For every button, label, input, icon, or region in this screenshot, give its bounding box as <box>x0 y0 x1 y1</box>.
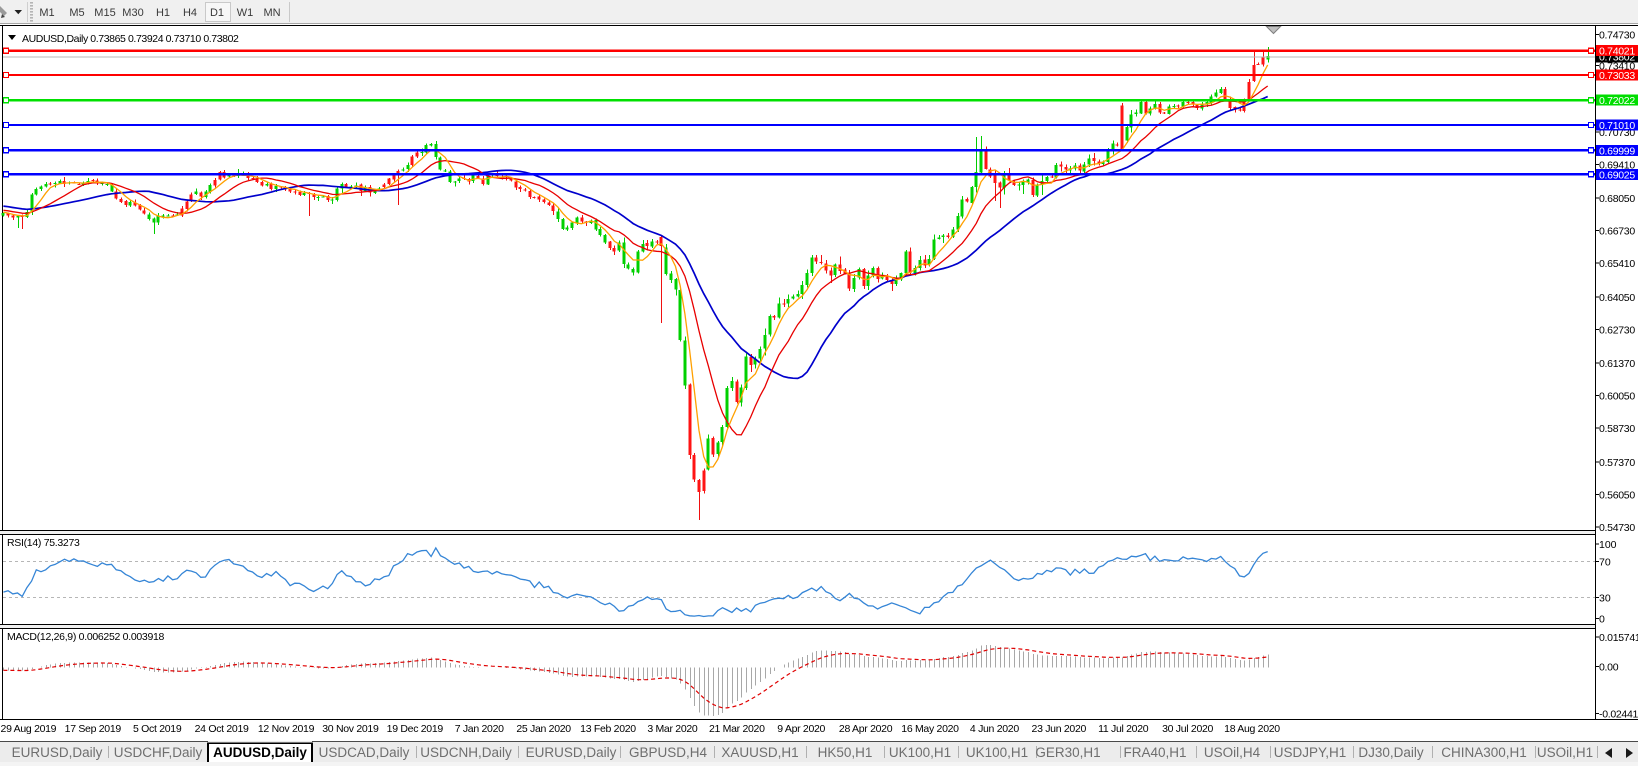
svg-text:0.68050: 0.68050 <box>1599 193 1635 205</box>
svg-text:0.015741: 0.015741 <box>1599 632 1638 644</box>
svg-text:0.69999: 0.69999 <box>1599 145 1635 157</box>
svg-text:13 Feb 2020: 13 Feb 2020 <box>580 723 636 735</box>
svg-text:23 Jun 2020: 23 Jun 2020 <box>1032 723 1087 735</box>
svg-text:0.64050: 0.64050 <box>1599 292 1635 304</box>
svg-text:17 Sep 2019: 17 Sep 2019 <box>65 723 122 735</box>
svg-text:12 Nov 2019: 12 Nov 2019 <box>258 723 315 735</box>
svg-text:EURUSD,Daily: EURUSD,Daily <box>12 745 103 760</box>
svg-text:0.74021: 0.74021 <box>1599 46 1635 58</box>
svg-text:UK100,H1: UK100,H1 <box>889 745 951 760</box>
svg-text:EURUSD,Daily: EURUSD,Daily <box>526 745 617 760</box>
svg-text:AUDUSD,Daily: AUDUSD,Daily <box>213 745 307 760</box>
svg-text:USDCAD,Daily: USDCAD,Daily <box>319 745 410 760</box>
svg-text:USDCHF,Daily: USDCHF,Daily <box>114 745 203 760</box>
svg-text:0.56050: 0.56050 <box>1599 489 1635 501</box>
svg-text:0.65410: 0.65410 <box>1599 258 1635 270</box>
svg-text:0.00: 0.00 <box>1599 662 1619 674</box>
svg-text:USDCNH,Daily: USDCNH,Daily <box>420 745 512 760</box>
svg-text:D1: D1 <box>210 7 224 19</box>
svg-text:3 Mar 2020: 3 Mar 2020 <box>647 723 698 735</box>
svg-text:16 May 2020: 16 May 2020 <box>901 723 959 735</box>
svg-text:0.66730: 0.66730 <box>1599 226 1635 238</box>
svg-text:7 Jan 2020: 7 Jan 2020 <box>455 723 504 735</box>
svg-text:29 Aug 2019: 29 Aug 2019 <box>1 723 57 735</box>
svg-text:AUDUSD,Daily 0.73865 0.73924: AUDUSD,Daily 0.73865 0.73924 0.73710 0.7… <box>22 33 239 45</box>
svg-text:CHINA300,H1: CHINA300,H1 <box>1441 745 1527 760</box>
svg-text:11 Jul 2020: 11 Jul 2020 <box>1098 723 1149 735</box>
svg-text:19 Dec 2019: 19 Dec 2019 <box>387 723 444 735</box>
svg-text:9 Apr 2020: 9 Apr 2020 <box>777 723 825 735</box>
svg-text:18 Aug 2020: 18 Aug 2020 <box>1224 723 1280 735</box>
svg-text:0.62730: 0.62730 <box>1599 324 1635 336</box>
svg-text:100: 100 <box>1599 539 1617 551</box>
svg-text:25 Jan 2020: 25 Jan 2020 <box>516 723 571 735</box>
svg-text:21 Mar 2020: 21 Mar 2020 <box>709 723 765 735</box>
svg-text:M15: M15 <box>94 7 115 19</box>
svg-text:USDJPY,H1: USDJPY,H1 <box>1274 745 1347 760</box>
svg-text:5 Oct 2019: 5 Oct 2019 <box>133 723 182 735</box>
svg-text:0.74730: 0.74730 <box>1599 30 1635 42</box>
svg-text:70: 70 <box>1599 557 1611 569</box>
svg-text:GER30,H1: GER30,H1 <box>1035 745 1100 760</box>
svg-text:H1: H1 <box>156 7 170 19</box>
svg-text:RSI(14) 75.3273: RSI(14) 75.3273 <box>7 537 80 549</box>
svg-text:0.57370: 0.57370 <box>1599 457 1635 469</box>
svg-text:4 Jun 2020: 4 Jun 2020 <box>970 723 1019 735</box>
svg-text:H4: H4 <box>183 7 197 19</box>
svg-text:0.69410: 0.69410 <box>1599 159 1635 171</box>
svg-text:24 Oct 2019: 24 Oct 2019 <box>195 723 249 735</box>
svg-text:UK100,H1: UK100,H1 <box>966 745 1028 760</box>
svg-text:0.72022: 0.72022 <box>1599 95 1635 107</box>
svg-text:0.60050: 0.60050 <box>1599 391 1635 403</box>
svg-text:M5: M5 <box>69 7 84 19</box>
svg-text:W1: W1 <box>237 7 254 19</box>
svg-text:DJ30,Daily: DJ30,Daily <box>1358 745 1424 760</box>
svg-text:0.73033: 0.73033 <box>1599 70 1635 82</box>
svg-text:M1: M1 <box>39 7 54 19</box>
svg-text:USOil,H1: USOil,H1 <box>1537 745 1593 760</box>
svg-text:FRA40,H1: FRA40,H1 <box>1123 745 1186 760</box>
svg-text:0.54730: 0.54730 <box>1599 522 1635 534</box>
svg-text:0: 0 <box>1599 614 1605 626</box>
svg-text:M30: M30 <box>122 7 143 19</box>
svg-text:HK50,H1: HK50,H1 <box>818 745 873 760</box>
svg-text:USOil,H4: USOil,H4 <box>1204 745 1261 760</box>
svg-text:0.58730: 0.58730 <box>1599 423 1635 435</box>
svg-text:MN: MN <box>263 7 280 19</box>
svg-text:30: 30 <box>1599 593 1611 605</box>
svg-text:0.69025: 0.69025 <box>1599 169 1635 181</box>
svg-text:XAUUSD,H1: XAUUSD,H1 <box>721 745 798 760</box>
svg-text:MACD(12,26,9) 0.006252 0.00391: MACD(12,26,9) 0.006252 0.003918 <box>7 631 165 643</box>
svg-text:28 Apr 2020: 28 Apr 2020 <box>839 723 893 735</box>
svg-text:0.71010: 0.71010 <box>1599 120 1635 132</box>
svg-text:30 Nov 2019: 30 Nov 2019 <box>322 723 379 735</box>
svg-text:GBPUSD,H4: GBPUSD,H4 <box>629 745 708 760</box>
svg-text:0.61370: 0.61370 <box>1599 358 1635 370</box>
svg-text:30 Jul 2020: 30 Jul 2020 <box>1162 723 1213 735</box>
